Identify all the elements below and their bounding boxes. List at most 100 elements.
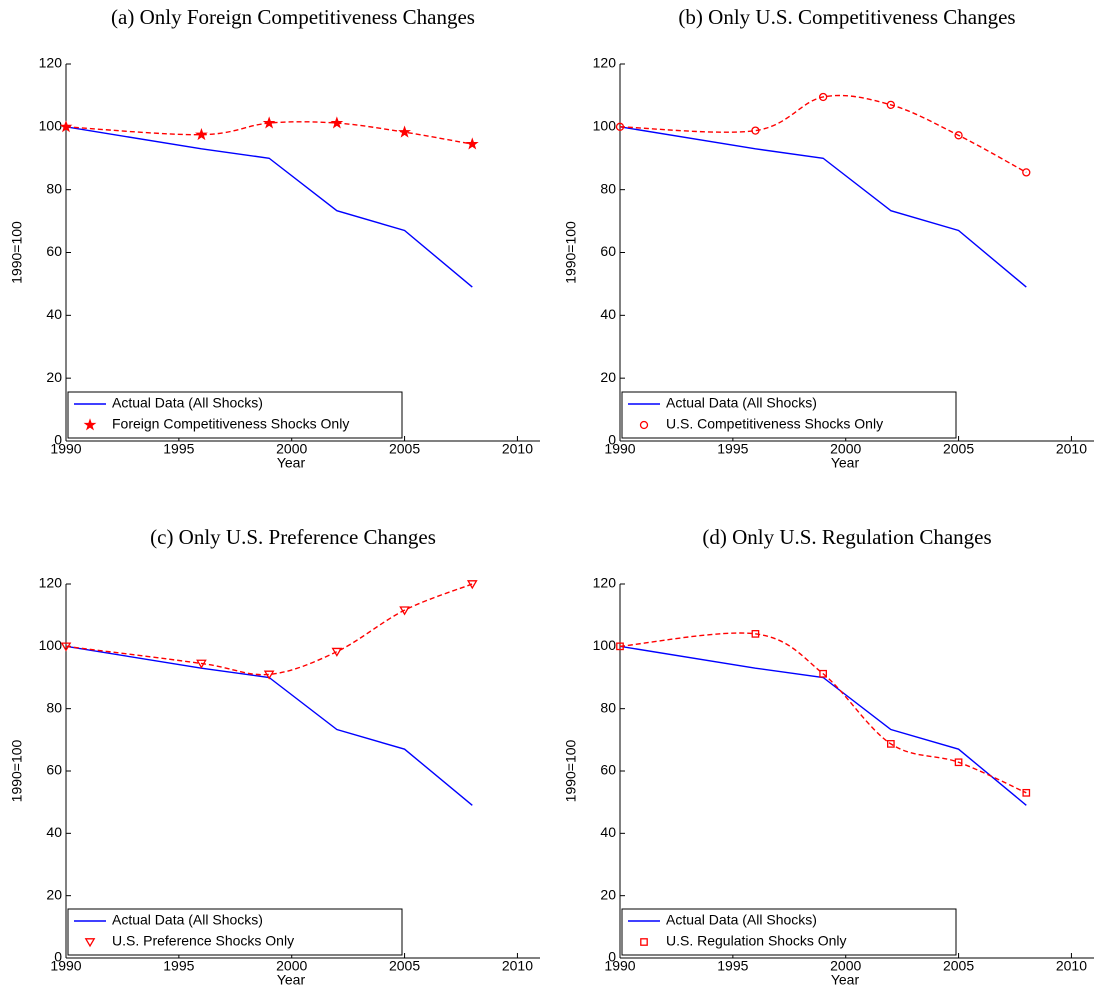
subplot-title: (b) Only U.S. Competitiveness Changes <box>678 5 1015 29</box>
legend: Actual Data (All Shocks) U.S. Preference … <box>67 908 403 956</box>
y-tick-label: 0 <box>54 949 62 965</box>
y-tick-label: 100 <box>39 637 63 653</box>
subplot-title: (c) Only U.S. Preference Changes <box>150 525 436 549</box>
y-tick-label: 40 <box>600 306 616 322</box>
y-tick-label: 20 <box>600 886 616 902</box>
y-tick-label: 20 <box>600 369 616 385</box>
marker <box>331 647 343 657</box>
marker <box>886 100 896 109</box>
x-tick-label: 1990 <box>604 958 635 974</box>
marker <box>263 670 275 680</box>
y-tick-label: 20 <box>46 369 62 385</box>
series-line <box>619 126 1027 288</box>
marker <box>262 116 276 129</box>
marker <box>818 92 828 102</box>
x-tick-label: 2000 <box>830 441 861 457</box>
y-axis-label: 1990=100 <box>9 221 25 284</box>
legend: Actual Data (All Shocks) U.S. Regulation … <box>621 908 957 956</box>
y-tick-label: 40 <box>46 824 62 840</box>
legend-label: Foreign Competitiveness Shocks Only <box>112 416 349 432</box>
y-tick-label: 0 <box>608 949 616 965</box>
x-tick-label: 2000 <box>276 958 307 974</box>
y-tick-label: 60 <box>46 762 62 778</box>
y-tick-label: 120 <box>593 55 617 71</box>
y-tick-label: 120 <box>39 55 63 71</box>
y-tick-label: 80 <box>46 180 62 196</box>
y-axis-label: 1990=100 <box>9 739 25 802</box>
x-tick-label: 1995 <box>163 441 194 457</box>
y-tick-label: 80 <box>600 180 616 196</box>
series-line <box>619 94 1027 174</box>
subplot-title: (d) Only U.S. Regulation Changes <box>702 525 991 549</box>
marker <box>819 669 827 678</box>
legend-label: U.S. Competitiveness Shocks Only <box>666 416 883 432</box>
x-tick-label: 2005 <box>389 958 420 974</box>
marker <box>84 938 96 948</box>
x-tick-label: 1995 <box>717 958 748 974</box>
y-axis-label: 1990=100 <box>563 221 579 284</box>
y-tick-label: 100 <box>39 118 63 134</box>
y-tick-label: 80 <box>46 699 62 715</box>
y-tick-label: 40 <box>600 824 616 840</box>
legend-label: U.S. Regulation Shocks Only <box>666 933 847 949</box>
x-axis-label: Year <box>277 455 306 471</box>
y-axis-label: 1990=100 <box>563 739 579 802</box>
marker <box>196 659 207 669</box>
marker <box>1022 168 1031 177</box>
y-tick-label: 80 <box>600 699 616 715</box>
marker <box>887 740 895 748</box>
legend-label: Actual Data (All Shocks) <box>666 912 817 928</box>
x-tick-label: 2005 <box>389 441 420 457</box>
marker <box>954 758 963 767</box>
series-line <box>619 645 1027 806</box>
subplot: (c) Only U.S. Preference Changes 0 20 40 60 8… <box>9 525 540 988</box>
x-tick-label: 2010 <box>1056 441 1087 457</box>
y-tick-label: 120 <box>593 575 617 591</box>
y-tick-label: 0 <box>608 432 616 448</box>
x-axis-label: Year <box>831 455 860 471</box>
marker <box>615 122 625 131</box>
legend-box <box>621 908 957 956</box>
legend-box <box>67 908 403 956</box>
x-axis-label: Year <box>277 972 306 988</box>
marker <box>640 938 648 946</box>
marker <box>466 580 478 590</box>
series-line <box>619 632 1027 794</box>
marker <box>195 127 208 141</box>
marker <box>399 606 410 616</box>
marker <box>751 630 760 638</box>
y-tick-label: 100 <box>593 637 617 653</box>
y-tick-label: 120 <box>39 575 63 591</box>
y-tick-label: 60 <box>600 762 616 778</box>
marker <box>398 125 411 138</box>
x-tick-label: 2010 <box>502 441 533 457</box>
x-tick-label: 1995 <box>717 441 748 457</box>
marker <box>1022 788 1031 797</box>
marker <box>639 420 649 430</box>
y-tick-label: 0 <box>54 432 62 448</box>
x-tick-label: 2000 <box>830 958 861 974</box>
legend: Actual Data (All Shocks) Foreign Competit… <box>67 391 403 439</box>
legend-box <box>621 391 957 439</box>
subplot: (b) Only U.S. Competitiveness Changes 0 20… <box>563 5 1094 471</box>
legend-label: Actual Data (All Shocks) <box>112 395 263 411</box>
y-tick-label: 60 <box>600 243 616 259</box>
x-tick-label: 1990 <box>50 958 81 974</box>
x-tick-label: 1995 <box>163 958 194 974</box>
x-tick-label: 2010 <box>502 958 533 974</box>
series-line <box>65 645 473 806</box>
legend-box <box>67 391 403 439</box>
x-tick-label: 2005 <box>943 958 974 974</box>
legend-label: Actual Data (All Shocks) <box>112 912 263 928</box>
x-tick-label: 2000 <box>276 441 307 457</box>
marker <box>83 418 97 431</box>
x-tick-label: 1990 <box>50 441 81 457</box>
subplot: (a) Only Foreign Competitiveness Changes… <box>9 5 540 471</box>
series-line <box>65 121 473 145</box>
y-tick-label: 20 <box>46 886 62 902</box>
subplot-title: (a) Only Foreign Competitiveness Changes <box>111 5 475 29</box>
x-tick-label: 2005 <box>943 441 974 457</box>
marker <box>465 137 479 150</box>
y-tick-label: 40 <box>46 306 62 322</box>
